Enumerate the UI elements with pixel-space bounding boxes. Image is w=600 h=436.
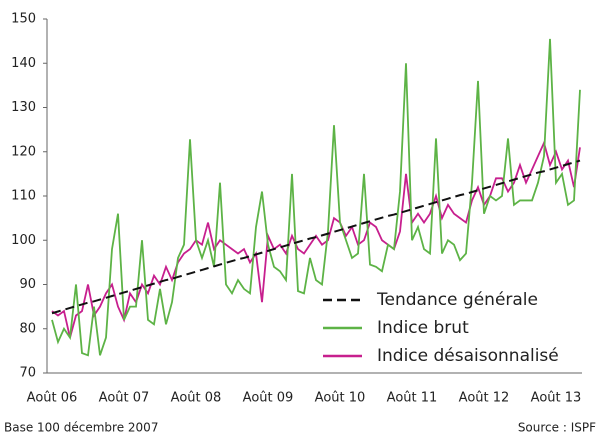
series-line xyxy=(51,159,581,315)
legend-label: Indice désaisonnalisé xyxy=(377,346,559,366)
x-tick-label: Août 13 xyxy=(531,391,582,406)
x-tick-label: Août 12 xyxy=(459,391,510,406)
y-tick-label: 110 xyxy=(11,189,36,204)
legend-bg xyxy=(318,288,584,368)
y-tick-label: 70 xyxy=(19,366,36,381)
y-tick-label: 90 xyxy=(19,277,36,292)
y-tick-label: 120 xyxy=(11,144,36,159)
y-tick-label: 80 xyxy=(19,321,36,336)
legend-label: Tendance générale xyxy=(376,290,538,310)
y-tick-label: 150 xyxy=(11,12,36,27)
legend-label: Indice brut xyxy=(377,318,469,338)
footnote: Base 100 décembre 2007 xyxy=(4,421,158,435)
series-line xyxy=(51,140,581,338)
series-line xyxy=(51,38,581,357)
source: Source : ISPF xyxy=(518,421,596,435)
x-tick-label: Août 06 xyxy=(27,391,78,406)
y-tick-label: 140 xyxy=(11,56,36,71)
y-tick-label: 100 xyxy=(11,233,36,248)
y-tick-label: 130 xyxy=(11,100,36,115)
x-tick-label: Août 07 xyxy=(99,391,150,406)
x-tick-label: Août 09 xyxy=(243,391,294,406)
x-tick-label: Août 10 xyxy=(315,391,366,406)
x-tick-label: Août 11 xyxy=(387,391,438,406)
x-tick-label: Août 08 xyxy=(171,391,222,406)
